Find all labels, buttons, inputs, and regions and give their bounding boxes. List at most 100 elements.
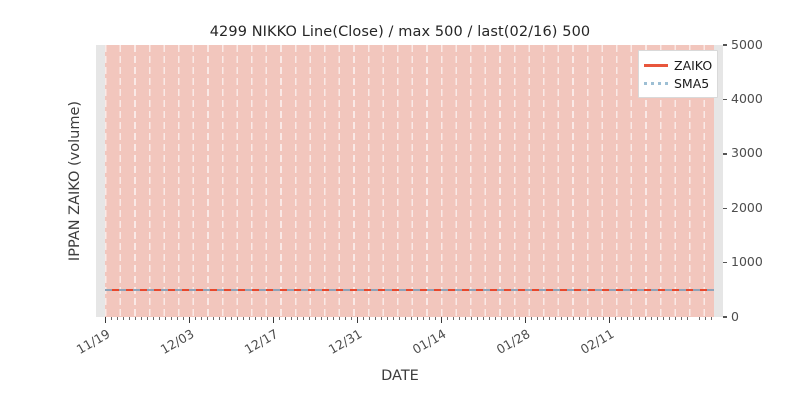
x-axis-minor-tick	[135, 317, 137, 320]
x-axis-minor-tick	[225, 317, 227, 320]
x-axis-minor-tick	[585, 317, 587, 320]
x-tick-label: 12/31	[325, 326, 365, 358]
x-axis-minor-tick	[615, 317, 617, 320]
x-axis-minor-tick	[387, 317, 389, 320]
x-axis-minor-tick	[363, 317, 365, 320]
x-axis-minor-tick	[303, 317, 305, 320]
x-axis-minor-tick	[219, 317, 221, 320]
x-axis-minor-tick	[597, 317, 599, 320]
x-axis-minor-tick	[429, 317, 431, 320]
x-axis-minor-tick	[351, 317, 353, 320]
y-tick-label: 5000	[731, 36, 763, 52]
x-axis-minor-tick	[291, 317, 293, 320]
y-tick-mark	[723, 98, 727, 101]
x-axis: 11/19 12/03 12/17 12/31 01/14 01/28 02/11	[74, 317, 723, 397]
x-axis-minor-tick	[621, 317, 623, 320]
x-axis-minor-tick	[411, 317, 413, 320]
x-axis-minor-tick	[555, 317, 557, 320]
x-axis-minor-tick	[711, 317, 713, 320]
x-axis-minor-tick	[231, 317, 233, 320]
x-axis-minor-tick	[687, 317, 689, 320]
x-axis-minor-tick	[213, 317, 215, 320]
x-axis-minor-tick	[201, 317, 203, 320]
plot-right-margin-strip	[714, 45, 723, 317]
plot-left-margin-strip	[96, 45, 105, 317]
x-axis-minor-tick	[243, 317, 245, 320]
x-axis-minor-tick	[267, 317, 269, 320]
y-axis-label: IPPAN ZAIKO (volume)	[67, 100, 83, 262]
series-line-sma5	[105, 288, 714, 292]
x-axis-minor-tick	[393, 317, 395, 320]
chart-legend[interactable]: ZAIKO SMA5	[638, 50, 718, 98]
legend-label: ZAIKO	[674, 57, 713, 73]
x-axis-minor-tick	[327, 317, 329, 320]
legend-entry-zaiko[interactable]: ZAIKO	[644, 56, 713, 74]
y-tick-mark	[723, 44, 727, 46]
x-axis-minor-tick	[603, 317, 605, 320]
y-tick-label: 1000	[731, 254, 763, 270]
x-axis-minor-tick	[111, 317, 113, 320]
x-axis-minor-tick	[147, 317, 149, 320]
x-axis-minor-tick	[117, 317, 119, 320]
y-tick-label: 2000	[731, 199, 763, 215]
x-tick-label: 12/17	[241, 326, 281, 358]
x-axis-minor-tick	[417, 317, 419, 320]
x-axis-minor-tick	[345, 317, 347, 320]
x-axis-minor-tick	[183, 317, 185, 320]
x-axis-minor-tick	[285, 317, 287, 320]
x-axis-minor-tick	[279, 317, 281, 320]
x-axis-minor-tick	[681, 317, 683, 320]
x-axis-minor-tick	[207, 317, 209, 320]
x-axis-minor-tick	[669, 317, 671, 320]
y-tick-label: 3000	[731, 145, 763, 161]
x-axis-minor-tick	[675, 317, 677, 320]
x-axis-minor-tick	[507, 317, 509, 320]
x-axis-minor-tick	[591, 317, 593, 320]
x-axis-major-tick	[609, 317, 611, 323]
x-tick-label: 01/28	[493, 326, 533, 358]
x-axis-minor-tick	[159, 317, 161, 320]
x-axis-minor-tick	[423, 317, 425, 320]
x-axis-minor-tick	[453, 317, 455, 320]
x-axis-minor-tick	[375, 317, 377, 320]
x-axis-minor-tick	[561, 317, 563, 320]
x-tick-label: 11/19	[73, 326, 113, 358]
y-axis-right: 0 1000 2000 3000 4000 5000	[723, 37, 795, 324]
x-axis-minor-tick	[513, 317, 515, 320]
x-axis-minor-tick	[405, 317, 407, 320]
legend-entry-sma5[interactable]: SMA5	[644, 74, 711, 92]
legend-swatch-zaiko	[644, 63, 668, 67]
x-axis-minor-tick	[537, 317, 539, 320]
x-axis-minor-tick	[567, 317, 569, 320]
y-tick-mark	[723, 153, 727, 155]
x-axis-major-tick	[441, 317, 443, 323]
x-axis-minor-tick	[123, 317, 125, 320]
y-tick-label: 4000	[731, 90, 763, 106]
x-axis-minor-tick	[435, 317, 437, 320]
y-tick-mark	[723, 316, 727, 318]
x-axis-minor-tick	[645, 317, 647, 320]
x-axis-minor-tick	[531, 317, 533, 320]
x-axis-minor-tick	[549, 317, 551, 320]
x-axis-major-tick	[273, 317, 275, 323]
x-axis-minor-tick	[153, 317, 155, 320]
x-axis-minor-tick	[237, 317, 239, 320]
x-tick-label: 02/11	[577, 326, 617, 358]
x-axis-minor-tick	[657, 317, 659, 320]
x-axis-minor-tick	[495, 317, 497, 320]
x-axis-minor-tick	[165, 317, 167, 320]
x-axis-minor-tick	[249, 317, 251, 320]
x-axis-minor-tick	[663, 317, 665, 320]
x-axis-minor-tick	[465, 317, 467, 320]
x-axis-minor-tick	[141, 317, 143, 320]
x-axis-major-tick	[105, 317, 107, 323]
x-axis-minor-tick	[579, 317, 581, 320]
x-axis-minor-tick	[639, 317, 641, 320]
x-axis-minor-tick	[297, 317, 299, 320]
x-axis-minor-tick	[633, 317, 635, 320]
vertical-gridlines	[105, 45, 714, 317]
y-tick-label: 0	[731, 308, 739, 324]
x-axis-minor-tick	[573, 317, 575, 320]
x-axis-minor-tick	[447, 317, 449, 320]
